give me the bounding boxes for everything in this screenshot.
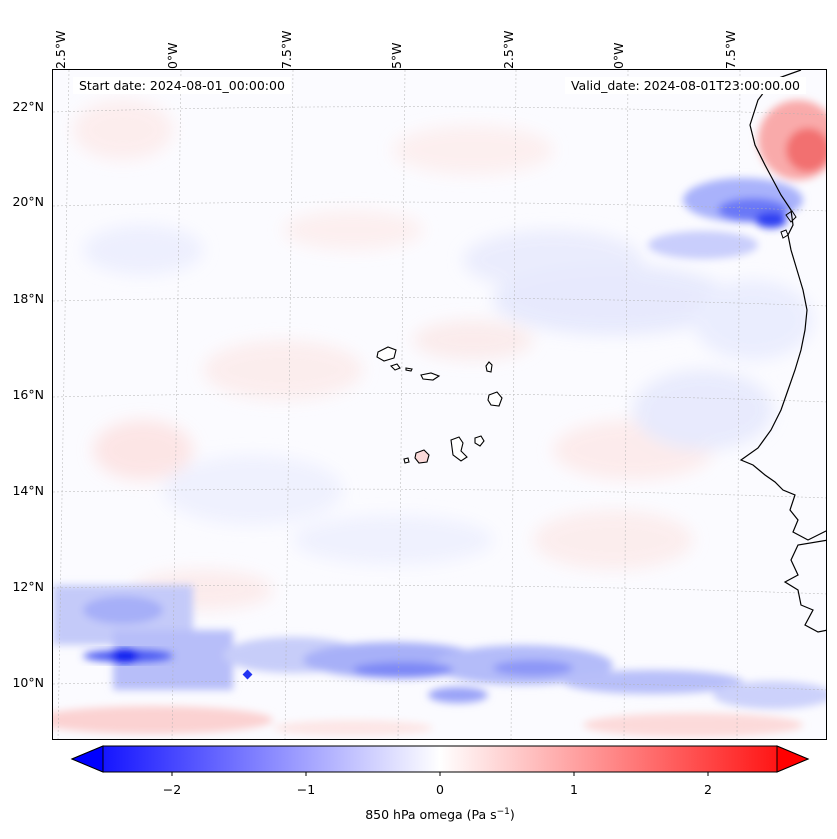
coastline-west-africa (739, 70, 826, 541)
colorbar-extend-right (776, 745, 810, 773)
cape-verde-islands (376, 346, 503, 464)
omega-field-map (53, 70, 826, 739)
colorbar-tick-label: 2 (704, 782, 712, 797)
omega-strong-minimum (83, 649, 173, 663)
coast-islet (780, 229, 789, 239)
start-date-label: Start date: 2024-08-01_00:00:00 (73, 77, 291, 94)
valid-date-label: Valid_date: 2024-08-01T23:00:00.00 (564, 77, 806, 94)
map-panel[interactable]: Start date: 2024-08-01_00:00:00 Valid_da… (52, 69, 827, 740)
omega-field-southern-red (53, 706, 803, 737)
lat-label-20n: 20°N (12, 194, 44, 209)
lat-label-18n: 18°N (12, 291, 44, 306)
omega-field-southern-band (53, 585, 826, 709)
omega-field-northeast (648, 100, 826, 259)
gridlines (53, 70, 826, 739)
colorbar-tick-label: −2 (162, 782, 182, 797)
colorbar-bar (70, 745, 810, 773)
coastline-west-africa-south (783, 539, 826, 633)
lat-label-14n: 14°N (12, 483, 44, 498)
colorbar-tick-label: 1 (570, 782, 578, 797)
lat-label-12n: 12°N (12, 579, 44, 594)
lat-label-16n: 16°N (12, 387, 44, 402)
colorbar (70, 745, 810, 776)
colorbar-tick-label: −1 (296, 782, 316, 797)
lat-label-10n: 10°N (12, 675, 44, 690)
colorbar-label: 850 hPa omega (Pa s−1) (365, 807, 515, 823)
colorbar-tick-label: 0 (436, 782, 444, 797)
omega-point-minimum (242, 669, 253, 680)
colorbar-extend-left (70, 745, 104, 773)
lat-label-22n: 22°N (12, 99, 44, 114)
omega-field (73, 100, 813, 610)
coast-islet (785, 210, 797, 223)
